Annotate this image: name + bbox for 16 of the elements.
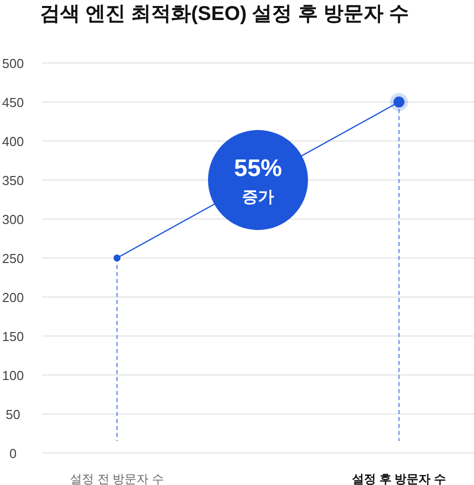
y-tick-label: 350 bbox=[2, 173, 24, 188]
y-tick-label: 250 bbox=[2, 251, 24, 266]
annotation: 55% bbox=[234, 155, 282, 182]
y-tick-label: 0 bbox=[9, 446, 17, 461]
x-tick-label: 설정 전 방문자 수 bbox=[70, 472, 164, 485]
y-tick-label: 500 bbox=[2, 56, 24, 71]
annotation: 증가 bbox=[242, 189, 274, 206]
x-tick-label: 설정 후 방문자 수 bbox=[350, 472, 446, 485]
y-tick-label: 300 bbox=[2, 212, 24, 227]
y-tick-label: 200 bbox=[2, 290, 24, 305]
chart-title: 검색 엔진 최적화(SEO) 설정 후 방문자 수 bbox=[40, 3, 409, 25]
y-tick-label: 100 bbox=[2, 368, 24, 383]
y-tick-label: 400 bbox=[2, 134, 24, 149]
y-tick-label: 450 bbox=[2, 95, 24, 110]
y-tick-label: 50 bbox=[6, 407, 20, 422]
y-tick-label: 150 bbox=[2, 329, 24, 344]
